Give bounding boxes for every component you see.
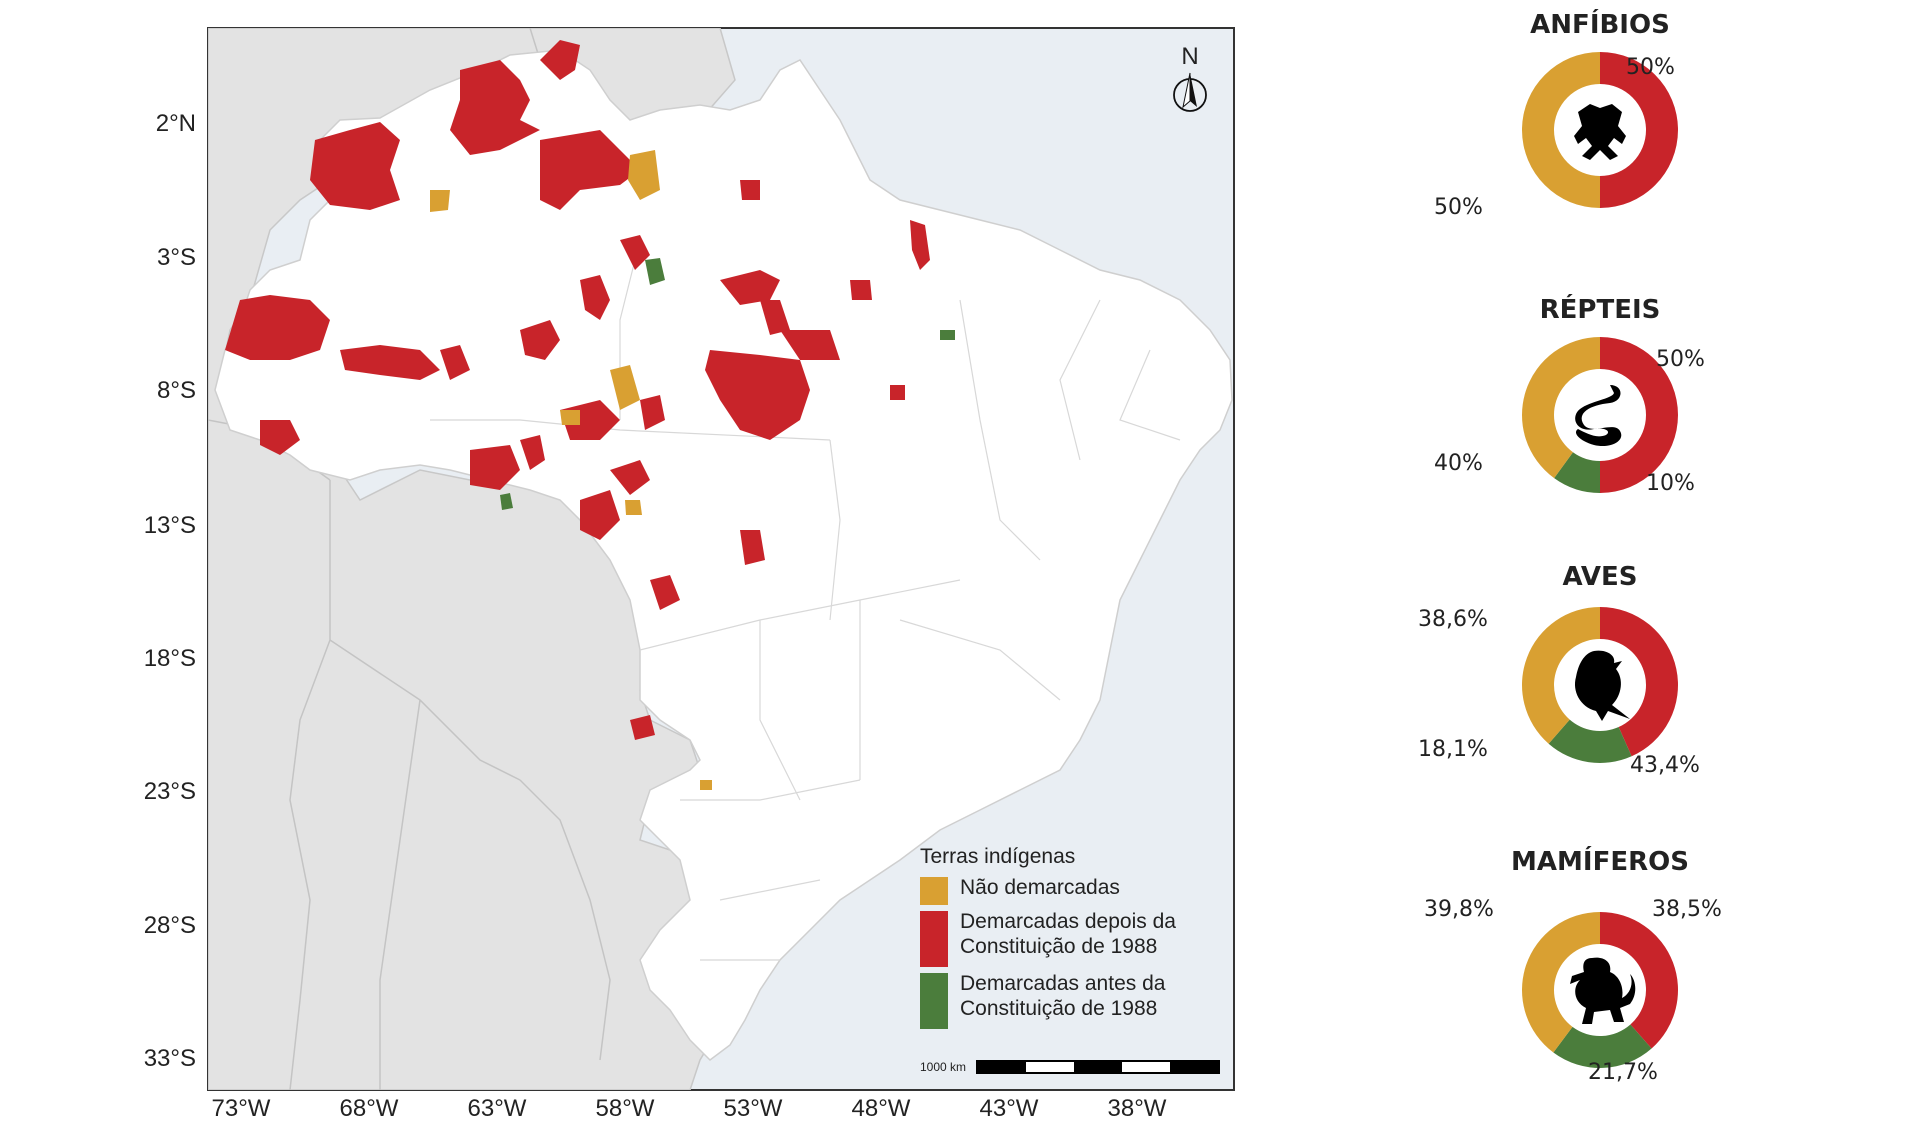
frog-icon (1574, 104, 1626, 160)
donut-chart (1522, 337, 1678, 493)
donut-slice (1600, 52, 1678, 208)
data-label: 38,6% (1418, 607, 1488, 632)
panel-repteis: RÉPTEIS 50% 10% 40% (1434, 285, 1760, 545)
snake-icon (1575, 385, 1622, 447)
donut-slice (1600, 912, 1678, 1049)
lon-label: 48°W (852, 1095, 911, 1122)
scale-label: 1000 km (920, 1060, 967, 1074)
lon-label: 73°W (212, 1095, 271, 1122)
donut-slice (1600, 607, 1678, 757)
north-arrow-icon (1173, 72, 1207, 112)
donut-chart (1522, 52, 1678, 208)
donut-slice (1600, 337, 1678, 493)
donut-slice (1554, 452, 1600, 493)
data-label: 50% (1626, 55, 1675, 80)
legend-swatch (920, 877, 948, 905)
scale-bar: 1000 km (920, 1060, 1221, 1074)
lat-label: 18°S (144, 645, 196, 672)
lat-label: 2°N (156, 110, 196, 137)
north-arrow-label: N (1181, 43, 1198, 70)
legend-item-after-1988: Demarcadas depois da Constituição de 198… (920, 909, 1220, 967)
legend-label: Demarcadas antes da Constituição de 1988 (960, 972, 1166, 1020)
longitude-labels: 73°W 68°W 63°W 58°W 53°W 48°W 43°W 38°W (212, 1095, 1167, 1122)
donut-slice (1522, 337, 1600, 479)
lon-label: 43°W (980, 1095, 1039, 1122)
map-legend: Terras indígenas Não demarcadas Demarcad… (920, 845, 1220, 1033)
lon-label: 58°W (596, 1095, 655, 1122)
legend-label: Demarcadas depois da Constituição de 198… (960, 910, 1176, 958)
data-label: 18,1% (1418, 737, 1488, 762)
panel-anfibios: ANFÍBIOS 50% 50% (1434, 0, 1760, 260)
scale-bar-segments (976, 1060, 1221, 1074)
donut-slice (1522, 912, 1600, 1053)
data-label: 50% (1656, 347, 1705, 372)
legend-swatch (920, 911, 948, 967)
donut-slice (1548, 719, 1632, 763)
donut-chart (1522, 912, 1678, 1068)
brazil-outline (214, 49, 1233, 1061)
lat-label: 33°S (144, 1045, 196, 1072)
legend-item-not-demarcated: Não demarcadas (920, 875, 1220, 905)
donut-chart (1522, 607, 1678, 763)
territories-not-demarcated (430, 150, 712, 790)
legend-title: Terras indígenas (920, 845, 1076, 868)
panel-title: MAMÍFEROS (1511, 847, 1689, 877)
panel-title: RÉPTEIS (1539, 295, 1661, 325)
panel-title: ANFÍBIOS (1530, 10, 1670, 40)
territories-before-1988 (500, 258, 955, 510)
lon-label: 68°W (340, 1095, 399, 1122)
panel-aves: AVES 43,4% 18,1% 38,6% (1418, 555, 1760, 815)
donut-slice (1522, 607, 1600, 744)
data-label: 40% (1434, 451, 1483, 476)
lat-label: 23°S (144, 778, 196, 805)
data-label: 50% (1434, 195, 1483, 220)
data-label: 39,8% (1424, 897, 1494, 922)
lat-label: 28°S (144, 912, 196, 939)
legend-swatch (920, 973, 948, 1029)
donut-slice (1553, 1024, 1652, 1068)
lat-label: 3°S (157, 244, 196, 271)
panel-title: AVES (1562, 562, 1638, 592)
panel-mamiferos: MAMÍFEROS 38,5% 21,7% 39,8% (1424, 840, 1760, 1120)
lon-label: 53°W (724, 1095, 783, 1122)
lat-label: 8°S (157, 377, 196, 404)
monkey-icon (1570, 957, 1636, 1024)
bird-icon (1574, 650, 1630, 721)
lon-label: 63°W (468, 1095, 527, 1122)
latitude-labels: 2°N 3°S 8°S 13°S 18°S 23°S 28°S 33°S (144, 110, 196, 1072)
lon-label: 38°W (1108, 1095, 1167, 1122)
lat-label: 13°S (144, 512, 196, 539)
legend-label: Não demarcadas (960, 876, 1120, 899)
donut-slice (1522, 52, 1600, 208)
data-label: 38,5% (1652, 897, 1722, 922)
legend-item-before-1988: Demarcadas antes da Constituição de 1988 (920, 971, 1220, 1029)
territories-after-1988 (225, 40, 930, 740)
data-label: 43,4% (1630, 753, 1700, 778)
data-label: 10% (1646, 471, 1695, 496)
data-label: 21,7% (1588, 1060, 1658, 1085)
